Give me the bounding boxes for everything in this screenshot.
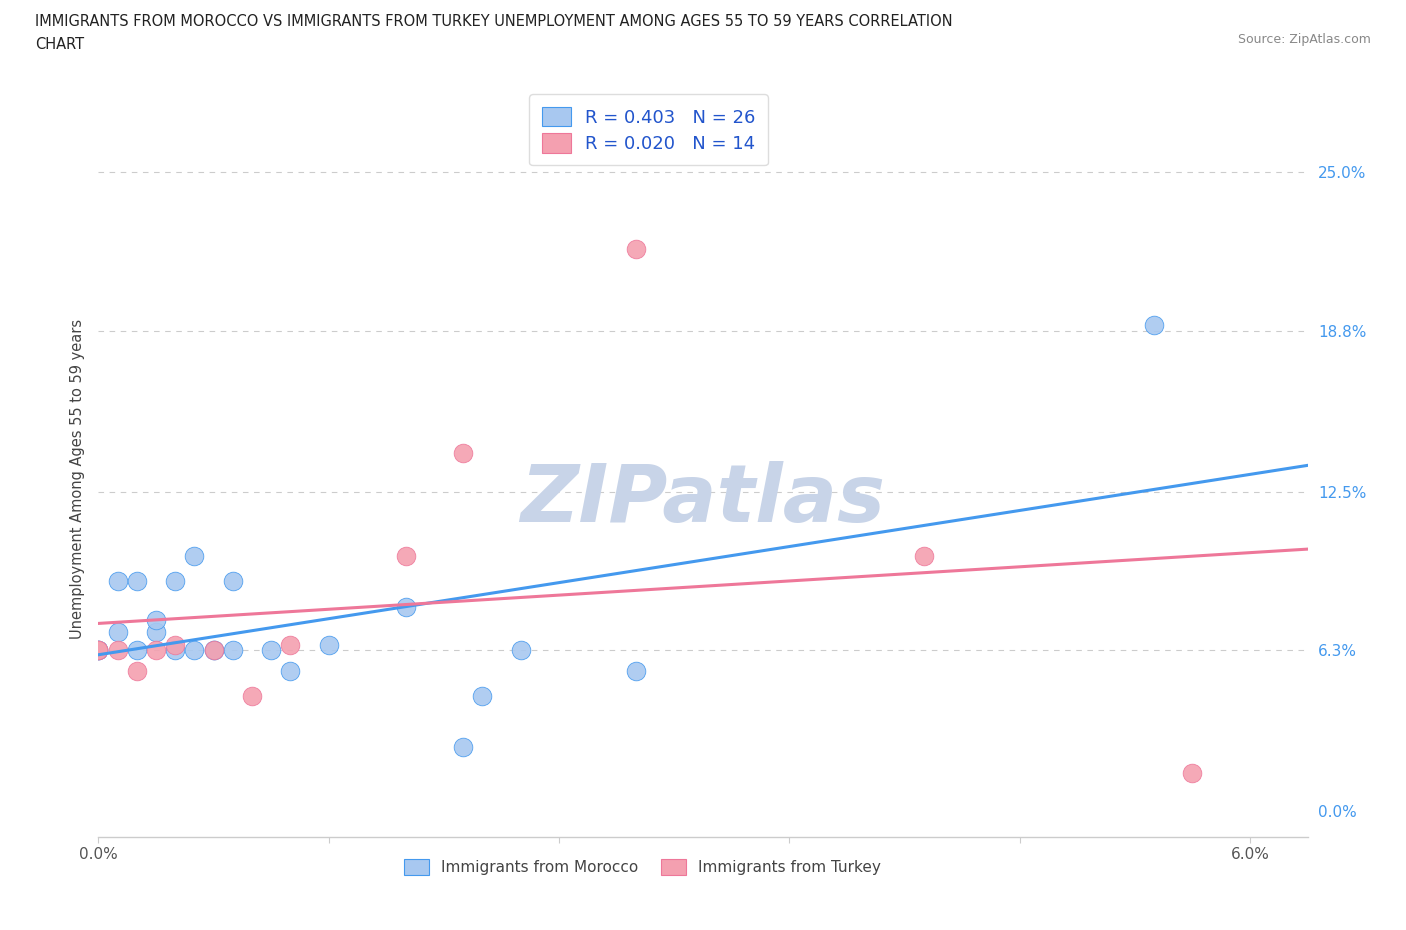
Point (509, 643, 531, 658)
Text: IMMIGRANTS FROM MOROCCO VS IMMIGRANTS FROM TURKEY UNEMPLOYMENT AMONG AGES 55 TO : IMMIGRANTS FROM MOROCCO VS IMMIGRANTS FR… (35, 14, 953, 29)
Point (125, 574, 148, 589)
Point (202, 643, 225, 658)
Point (280, 663, 302, 678)
Legend: Immigrants from Morocco, Immigrants from Turkey: Immigrants from Morocco, Immigrants from… (396, 852, 889, 883)
Text: Source: ZipAtlas.com: Source: ZipAtlas.com (1237, 33, 1371, 46)
Point (145, 625, 167, 640)
Point (107, 574, 129, 589)
Point (240, 689, 263, 704)
Point (451, 445, 474, 460)
Point (165, 638, 187, 653)
Point (202, 643, 225, 658)
Point (202, 643, 225, 658)
Point (125, 643, 148, 658)
Point (165, 574, 187, 589)
Point (1143, 318, 1166, 333)
Y-axis label: Unemployment Among Ages 55 to 59 years: Unemployment Among Ages 55 to 59 years (69, 319, 84, 639)
Point (145, 643, 167, 658)
Point (260, 643, 283, 658)
Text: CHART: CHART (35, 37, 84, 52)
Point (87, 643, 110, 658)
Point (107, 625, 129, 640)
Point (107, 643, 129, 658)
Point (280, 638, 302, 653)
Point (1181, 765, 1204, 780)
Point (183, 549, 205, 564)
Point (394, 549, 416, 564)
Point (624, 663, 647, 678)
Point (451, 740, 474, 755)
Point (222, 574, 245, 589)
Point (87, 643, 110, 658)
Point (471, 689, 494, 704)
Point (125, 663, 148, 678)
Text: ZIPatlas: ZIPatlas (520, 461, 886, 539)
Point (145, 612, 167, 627)
Point (222, 643, 245, 658)
Point (87, 643, 110, 658)
Point (624, 241, 647, 256)
Point (318, 638, 340, 653)
Point (912, 549, 935, 564)
Point (165, 643, 187, 658)
Point (394, 600, 416, 615)
Point (183, 643, 205, 658)
Point (87, 643, 110, 658)
Point (87, 643, 110, 658)
